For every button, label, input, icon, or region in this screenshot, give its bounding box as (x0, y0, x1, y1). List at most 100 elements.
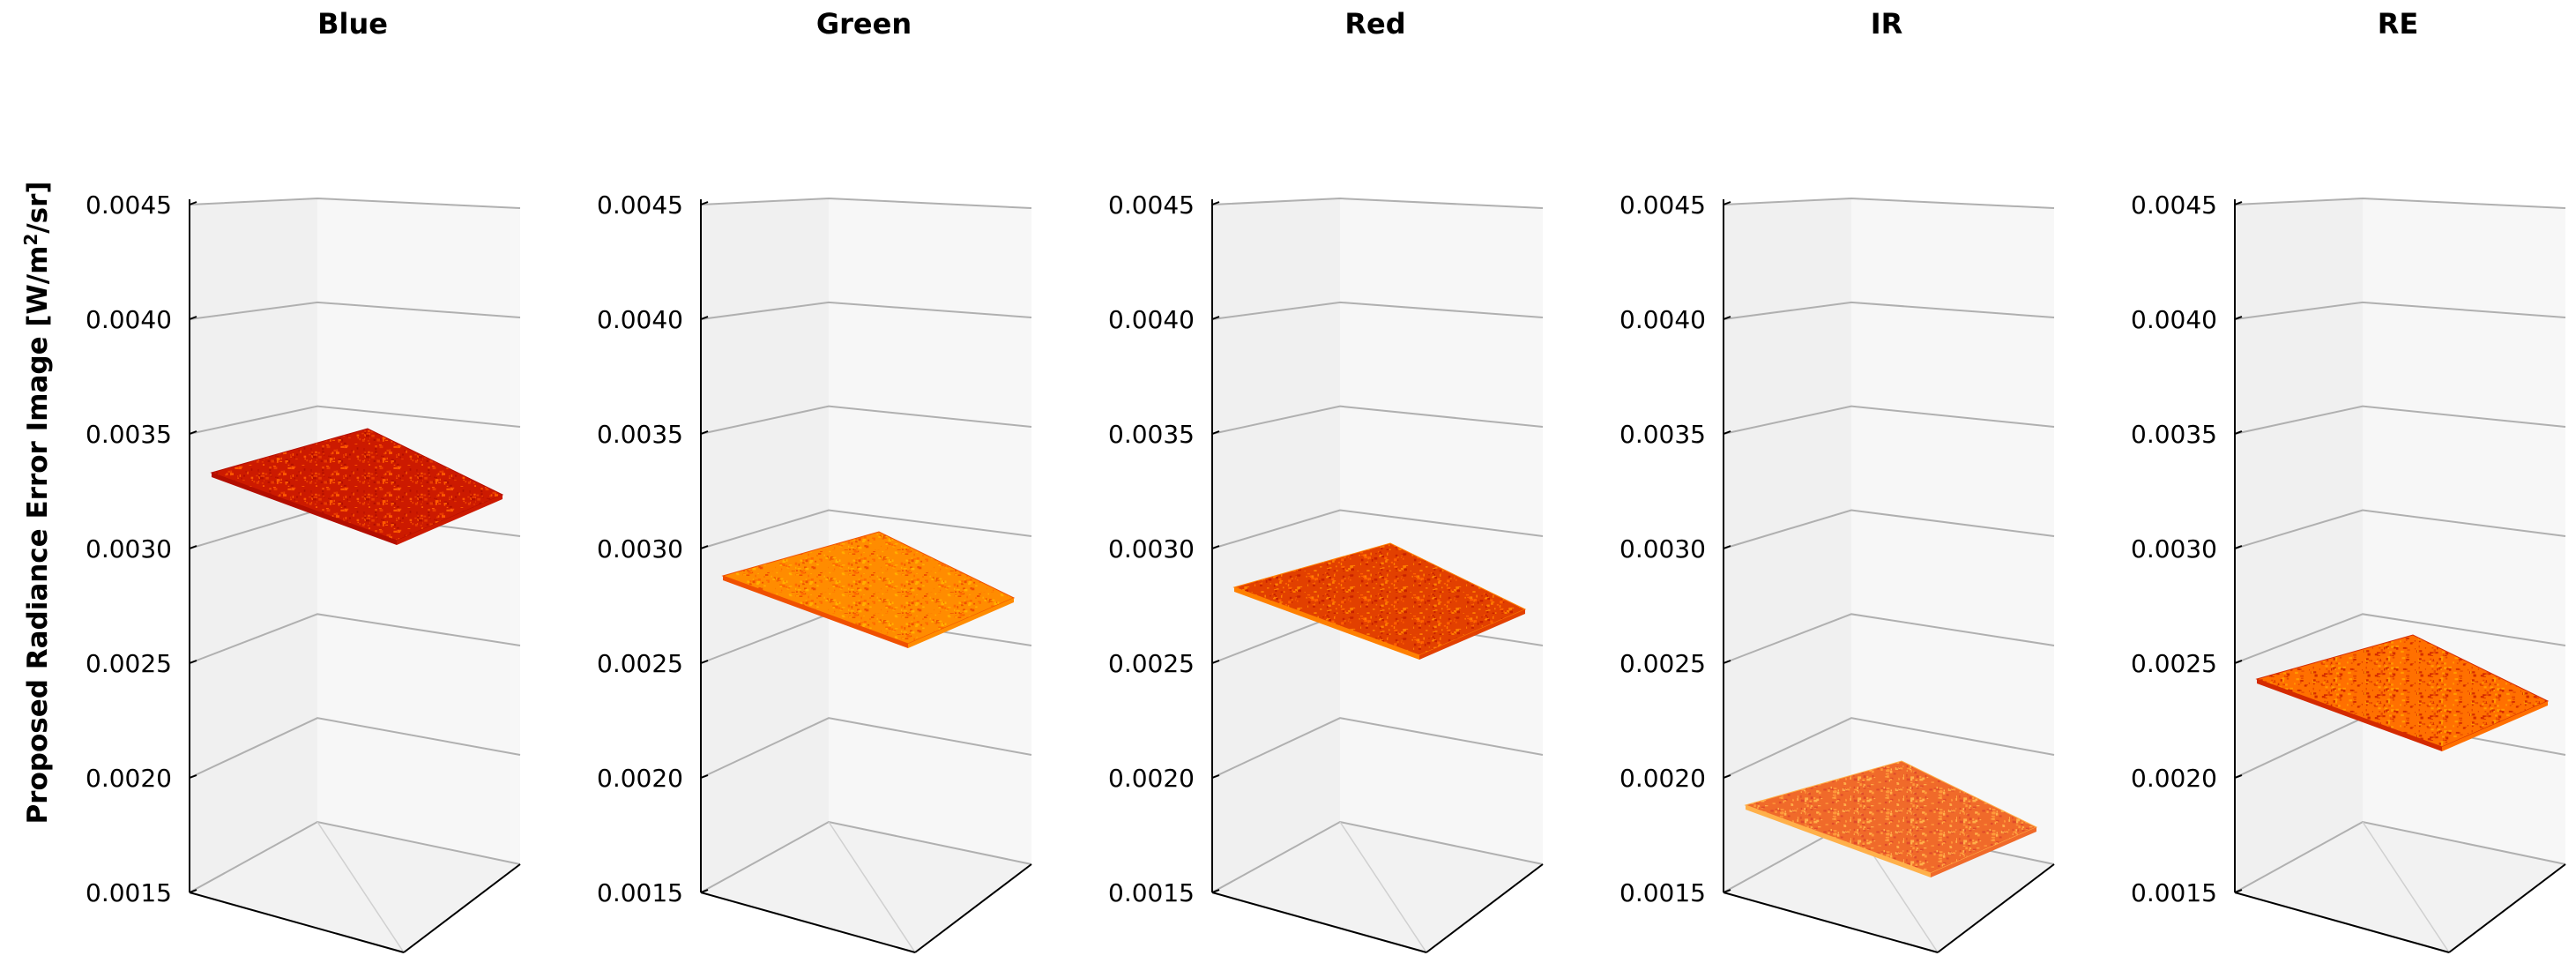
z-tick-label: 0.0045 (597, 190, 683, 220)
y-axis-label-suffix: /sr] (22, 181, 55, 234)
z-tick (189, 660, 197, 664)
z-tick (700, 430, 709, 435)
surface-slab-edge (1234, 587, 1419, 660)
floor-pane (701, 822, 1031, 952)
z-tick (1723, 316, 1731, 320)
gridline (1723, 509, 2055, 549)
z-tick (2234, 889, 2243, 893)
gridline (1211, 509, 1544, 549)
z-tick-label: 0.0040 (1108, 305, 1195, 334)
surface-slab-edge (1931, 827, 2036, 877)
gridline (1723, 197, 2055, 209)
gridline (1211, 301, 1544, 320)
gridline (1723, 405, 2055, 435)
panel-title: Blue (317, 7, 388, 41)
z-tick (1211, 201, 1220, 205)
z-tick-label: 0.0040 (597, 305, 683, 334)
z-tick-label: 0.0015 (2131, 878, 2217, 907)
z-tick (2234, 201, 2243, 205)
panel-ir: IR 0.0015 0.0020 0.0025 0.0030 0.0035 0.0040 0.… (1619, 7, 2055, 953)
z-tick (700, 660, 709, 664)
z-tick (1723, 545, 1731, 549)
surface-slab-edge (723, 576, 908, 648)
panel-red: Red 0.0015 0.0020 0.0025 0.0030 0.0035 0.0040 0… (1108, 7, 1544, 953)
z-tick-label: 0.0025 (1108, 649, 1195, 678)
z-tick (189, 430, 197, 435)
z-tick (1723, 889, 1731, 893)
z-tick (1723, 430, 1731, 435)
right-pane (829, 198, 1031, 864)
surface-slab-edge (212, 473, 397, 545)
gridline (1211, 197, 1544, 209)
surface-slab-edge (2442, 701, 2548, 751)
gridline (1723, 301, 2055, 320)
gridline (2234, 405, 2566, 435)
gridline (1211, 717, 1544, 779)
floor-gridline (2362, 821, 2450, 953)
z-tick-label: 0.0045 (1619, 190, 1706, 220)
x-axis-line (2234, 892, 2450, 953)
z-tick (1211, 889, 1220, 893)
floor-gridline (828, 821, 916, 953)
z-tick-label: 0.0035 (1108, 420, 1195, 449)
gridline (700, 405, 1032, 435)
z-tick (2234, 774, 2243, 779)
z-tick (2234, 545, 2243, 549)
z-tick-label: 0.0025 (597, 649, 683, 678)
right-pane (1340, 198, 1543, 864)
z-tick (1211, 430, 1220, 435)
gridline (189, 405, 521, 435)
z-tick (700, 316, 709, 320)
left-pane (2235, 198, 2363, 892)
gridline (2234, 301, 2566, 320)
y-axis-line (2448, 863, 2566, 953)
z-tick (1211, 774, 1220, 779)
z-tick-label: 0.0025 (2131, 649, 2217, 678)
z-tick (1723, 201, 1731, 205)
gridline (700, 197, 1032, 209)
z-tick (2234, 430, 2243, 435)
panel-blue: Blue 0.0015 0.0020 0.0025 0.0030 0.0035 0.0040… (86, 7, 521, 953)
gridline (189, 613, 521, 664)
z-tick (189, 201, 197, 205)
z-tick-label: 0.0030 (2131, 534, 2217, 564)
z-tick-label: 0.0015 (86, 878, 172, 907)
z-tick (189, 545, 197, 549)
z-tick-label: 0.0045 (1108, 190, 1195, 220)
z-tick-label: 0.0045 (2131, 190, 2217, 220)
z-tick (189, 889, 197, 893)
y-axis-label: Proposed Radiance Error Image [W/m2/sr] (19, 79, 55, 926)
z-tick-label: 0.0030 (1108, 534, 1195, 564)
z-tick (1211, 316, 1220, 320)
left-pane (190, 198, 317, 892)
panel-re: RE 0.0015 0.0020 0.0025 0.0030 0.0035 0.0040 0.… (2131, 7, 2566, 953)
z-tick-label: 0.0045 (86, 190, 172, 220)
z-tick-label: 0.0030 (597, 534, 683, 564)
floor-gridline (1339, 821, 1427, 953)
left-pane (1724, 198, 1851, 892)
y-axis-line (914, 863, 1032, 953)
x-axis-line (1723, 892, 1939, 953)
left-pane (1212, 198, 1340, 892)
z-tick-label: 0.0040 (1619, 305, 1706, 334)
gridline (189, 717, 521, 779)
y-axis-line (1426, 863, 1544, 953)
gridline (1723, 717, 2055, 779)
panel-title: Green (816, 7, 912, 41)
panel-title: Red (1344, 7, 1405, 41)
surface-slab-edge (2257, 679, 2442, 751)
z-tick (2234, 316, 2243, 320)
gridline (2234, 613, 2566, 664)
z-tick-label: 0.0015 (597, 878, 683, 907)
floor-pane (1212, 822, 1543, 952)
z-tick-label: 0.0020 (597, 764, 683, 793)
panel-title: RE (2378, 7, 2419, 41)
z-tick (2234, 660, 2243, 664)
z-tick (700, 545, 709, 549)
z-tick-label: 0.0035 (86, 420, 172, 449)
z-tick-label: 0.0015 (1619, 878, 1706, 907)
left-pane (701, 198, 829, 892)
gridline (700, 717, 1032, 779)
gridline (189, 301, 521, 320)
z-tick-label: 0.0035 (2131, 420, 2217, 449)
